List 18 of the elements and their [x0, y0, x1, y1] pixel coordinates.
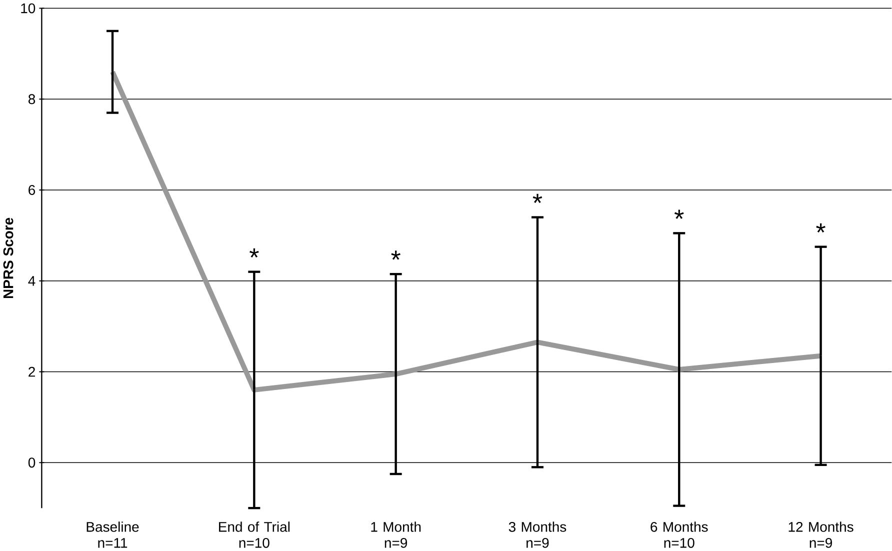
x-tick-label: 3 Months n=9	[508, 521, 566, 548]
y-tick-label: 0	[28, 458, 36, 468]
annotation: *	[674, 210, 684, 219]
x-tick-label: 1 Month n=9	[371, 521, 421, 548]
y-axis-title: NPRS Score	[3, 218, 14, 298]
annotation: *	[250, 248, 259, 258]
annotation: *	[816, 223, 826, 232]
annotation: *	[391, 250, 400, 260]
y-tick-label: 8	[28, 94, 36, 104]
x-tick-label: Baseline n=11	[86, 521, 139, 548]
y-tick-label: 6	[28, 184, 36, 195]
x-tick-label: 12 Months n=9	[788, 521, 854, 548]
y-tick-label: 2	[28, 366, 35, 377]
x-tick-label: End of Trial n=10	[219, 521, 290, 548]
x-tick-label: 6 Months n=10	[650, 521, 708, 548]
y-tick-label: 4	[28, 276, 36, 286]
y-tick-label: 10	[21, 3, 36, 14]
annotation: *	[532, 194, 542, 203]
